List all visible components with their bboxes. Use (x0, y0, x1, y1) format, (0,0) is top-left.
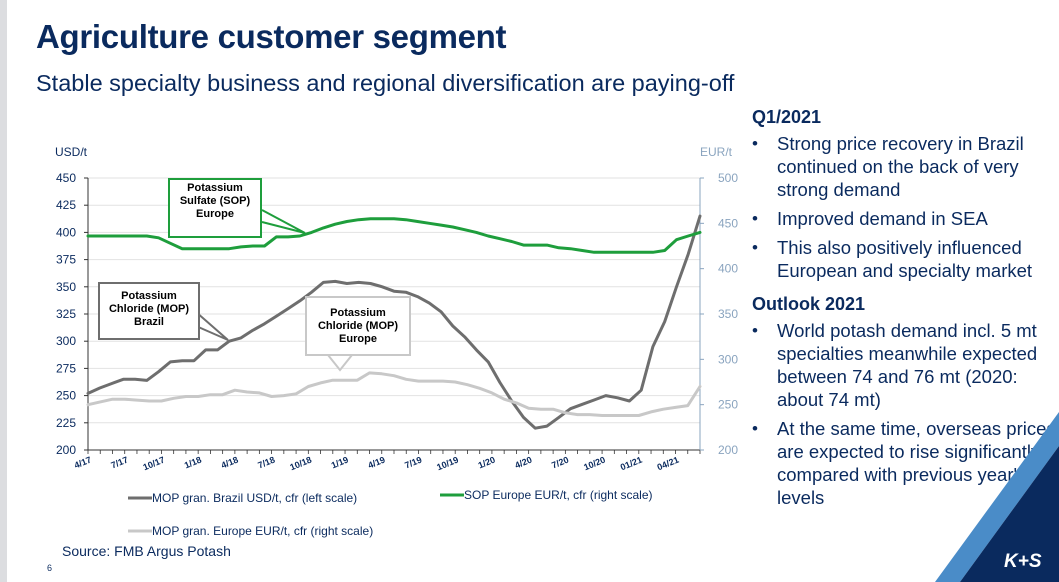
callout-sop-connector (261, 209, 306, 234)
series-lines (86, 214, 702, 430)
callout-mop-brazil-connector (195, 311, 229, 341)
q1-heading: Q1/2021 (752, 107, 822, 127)
callout-mop-europe-text: Potassium Chloride (MOP) Europe (317, 307, 399, 345)
left-tick-label: 225 (56, 416, 76, 430)
outlook-bullet: At the same time, overseas prices are ex… (752, 417, 1057, 509)
left-axis-ticks: 200 225 250 275 300 325 350 375 400 425 450 (56, 171, 88, 457)
left-tick-label: 300 (56, 334, 76, 348)
page-subtitle: Stable specialty business and regional d… (36, 70, 735, 96)
q1-bullet: Strong price recovery in Brazil continue… (752, 132, 1057, 201)
callout-sop-text: Potassium Sulfate (SOP) Europe (179, 182, 251, 220)
outlook-heading: Outlook 2021 (752, 294, 866, 314)
callout-sop-europe: Potassium Sulfate (SOP) Europe (168, 178, 262, 238)
x-tick-label: 7/17 (109, 455, 129, 471)
left-tick-label: 350 (56, 280, 76, 294)
q1-bullet: Improved demand in SEA (752, 207, 1057, 230)
sop-europe-line (86, 217, 702, 254)
left-tick-label: 425 (56, 198, 76, 212)
source-note: Source: FMB Argus Potash (62, 543, 231, 559)
right-tick-label: 500 (718, 171, 738, 185)
right-tick-label: 350 (718, 307, 738, 321)
x-tick-label: 1/18 (183, 455, 203, 471)
x-tick-label: 10/19 (435, 455, 460, 473)
x-axis-ticks: 4/17 7/17 10/17 1/18 4/18 7/18 10/18 1/19 4/19 7/… (73, 455, 681, 473)
page-title: Agriculture customer segment (36, 18, 507, 55)
q1-bullet-list: Strong price recovery in Brazil continue… (752, 132, 1057, 282)
right-tick-label: 400 (718, 262, 738, 276)
right-tick-label: 250 (718, 398, 738, 412)
x-tick-label: 1/19 (330, 455, 350, 471)
x-tick-label: 7/18 (256, 455, 276, 471)
mop-brazil-line (86, 214, 702, 430)
page-number: 6 (47, 563, 53, 573)
chart-legend: MOP gran. Brazil USD/t, cfr (left scale)… (128, 488, 653, 538)
x-tick-label: 10/18 (288, 455, 313, 473)
right-axis-unit: EUR/t (700, 145, 733, 159)
commentary-panel: Q1/2021 Strong price recovery in Brazil … (752, 107, 1057, 515)
mop-europe-line (86, 371, 702, 417)
left-axis-unit: USD/t (55, 145, 88, 159)
x-tick-label: 10/20 (582, 455, 607, 473)
left-tick-label: 250 (56, 389, 76, 403)
left-tick-label: 200 (56, 443, 76, 457)
legend-label: SOP Europe EUR/t, cfr (right scale) (464, 488, 653, 502)
legend-label: MOP gran. Europe EUR/t, cfr (right scale… (152, 524, 373, 538)
callout-mop-europe: Potassium Chloride (MOP) Europe (305, 296, 411, 356)
left-tick-label: 400 (56, 225, 76, 239)
callout-mop-brazil: Potassium Chloride (MOP) Brazil (98, 282, 200, 340)
x-tick-label: 7/20 (550, 455, 570, 471)
right-tick-label: 200 (718, 443, 738, 457)
right-axis-ticks: 200 250 300 350 400 450 500 (700, 171, 738, 457)
x-tick-label: 01/21 (619, 455, 644, 473)
left-tick-label: 325 (56, 307, 76, 321)
callout-mop-europe-connector (327, 354, 353, 372)
callout-connectors (195, 209, 353, 372)
x-tick-label: 4/19 (367, 455, 387, 471)
x-tick-label: 10/17 (142, 455, 167, 473)
left-tick-label: 450 (56, 171, 76, 185)
legend-label: MOP gran. Brazil USD/t, cfr (left scale) (152, 491, 357, 505)
x-tick-label: 7/19 (403, 455, 423, 471)
outlook-bullet-list: World potash demand incl. 5 mt specialti… (752, 319, 1057, 509)
right-tick-label: 450 (718, 216, 738, 230)
x-tick-label: 1/20 (477, 455, 497, 471)
callout-mop-brazil-text: Potassium Chloride (MOP) Brazil (108, 290, 190, 328)
x-tick-label: 04/21 (656, 455, 681, 473)
x-tick-label: 4/18 (220, 455, 240, 471)
left-tick-label: 375 (56, 253, 76, 267)
left-tick-label: 275 (56, 361, 76, 375)
q1-bullet: This also positively influenced European… (752, 236, 1057, 282)
right-tick-label: 300 (718, 352, 738, 366)
x-tick-label: 4/20 (513, 455, 533, 471)
left-accent-bar (0, 0, 7, 582)
outlook-bullet: World potash demand incl. 5 mt specialti… (752, 319, 1057, 411)
